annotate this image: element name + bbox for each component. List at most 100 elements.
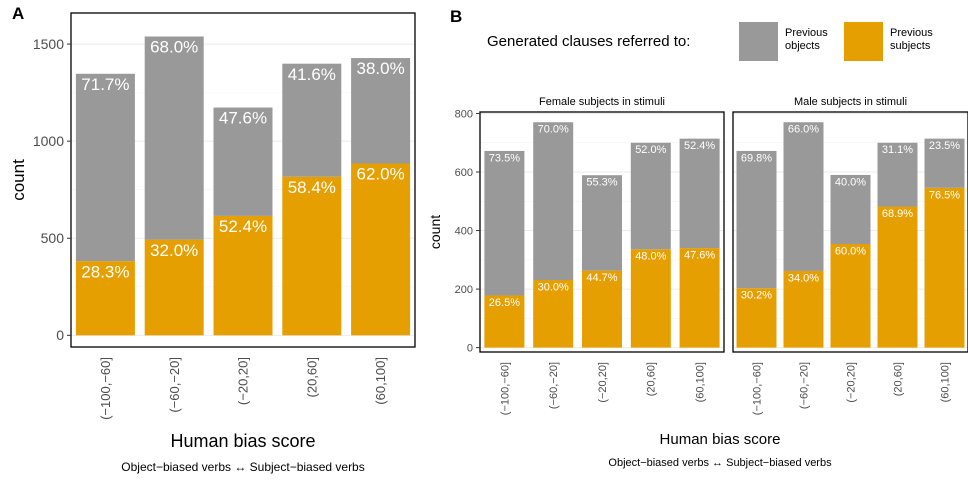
panel-a-data-label-objects: 38.0% bbox=[356, 59, 404, 78]
panel-a-bar-objects bbox=[282, 63, 342, 177]
panel-b-facet-male-bar-subjects bbox=[924, 187, 965, 348]
panel-b-facet-female-data-label-objects: 70.0% bbox=[538, 124, 569, 136]
panel-a-bar-subjects bbox=[75, 261, 135, 336]
panel-b-facet-female-bar-objects bbox=[484, 150, 525, 296]
panel-b-facet-female-title: Female subjects in stimuli bbox=[539, 96, 665, 108]
panel-a-data-label-subjects: 58.4% bbox=[288, 178, 336, 197]
panel-b-facet-female-bar-subjects bbox=[582, 270, 622, 348]
panel-a-data-label-subjects: 52.4% bbox=[219, 217, 267, 236]
panel-b-xlabel: Human bias score bbox=[660, 431, 781, 448]
panel-a-category-label: (60,100] bbox=[373, 357, 388, 405]
panel-b-facet-female-category-label: (−20,20] bbox=[597, 362, 609, 403]
panel-b-facet-female-data-label-objects: 55.3% bbox=[586, 177, 617, 189]
panel-a-data-label-objects: 71.7% bbox=[81, 75, 129, 94]
panel-b-facet-male-data-label-objects: 66.0% bbox=[788, 124, 819, 136]
panel-b-facet-male-category-label: (−100,−60] bbox=[751, 362, 763, 415]
panel-a-data-label-objects: 68.0% bbox=[150, 38, 198, 57]
panel-a-border bbox=[70, 12, 416, 348]
panel-b-facet-female-data-label-subjects: 44.7% bbox=[586, 272, 617, 284]
legend-swatch-subjects bbox=[844, 22, 883, 61]
panel-a-data-label-objects: 41.6% bbox=[288, 65, 336, 84]
panel-b-facet-male-border bbox=[732, 111, 968, 353]
panel-a-bar-subjects bbox=[213, 215, 273, 336]
panel-b-facet-male-data-label-objects: 31.1% bbox=[882, 144, 913, 156]
panel-b-facet-male-data-label-subjects: 76.5% bbox=[929, 189, 960, 201]
panel-b-facet-male-bar-subjects bbox=[736, 288, 777, 348]
panel-b-facet-male-title: Male subjects in stimuli bbox=[794, 96, 907, 108]
panel-b-facet-female-data-label-subjects: 48.0% bbox=[635, 251, 666, 263]
panel-b-xsublabel: Object−biased verbs ↔ Subject−biased ver… bbox=[608, 457, 832, 469]
panel-a-category-label: (−100,−60] bbox=[98, 357, 113, 420]
legend-label: Previous bbox=[785, 27, 828, 39]
panel-a-bar-subjects bbox=[282, 176, 342, 336]
panel-b-facet-female-category-label: (−60,−20] bbox=[548, 362, 560, 409]
panel-b-facet-female-border bbox=[479, 111, 725, 353]
panel-b-facet-female-data-label-objects: 73.5% bbox=[489, 152, 520, 164]
panel-a-xlabel: Human bias score bbox=[170, 431, 315, 451]
panel-a-ytick-label: 500 bbox=[41, 230, 65, 246]
panel-b-facet-male-category-label: (60,100] bbox=[939, 362, 951, 402]
panel-b-facet-male-bar-objects bbox=[924, 138, 965, 188]
panel-b-facet-male-bar-objects bbox=[783, 122, 824, 271]
panel-b-facet-female-ytick-label: 400 bbox=[455, 225, 473, 237]
panel-b-facet-female-category-label: (−100,−60] bbox=[499, 362, 511, 415]
panel-b-facet-male-data-label-subjects: 30.2% bbox=[741, 290, 772, 302]
panel-a-data-label-subjects: 62.0% bbox=[356, 165, 404, 184]
panel-b-facet-female-bar-subjects bbox=[630, 249, 671, 348]
panel-a-data-label-subjects: 32.0% bbox=[150, 241, 198, 260]
panel-b-facet-female-data-label-subjects: 47.6% bbox=[684, 250, 715, 262]
panel-b-facet-female-bar-objects bbox=[582, 175, 622, 271]
panel-b-label: B bbox=[450, 7, 462, 26]
panel-a-ytick-label: 0 bbox=[56, 327, 64, 343]
panel-b-facet-male-bar-objects bbox=[830, 174, 871, 244]
panel-b-facet-female-data-label-objects: 52.4% bbox=[684, 140, 715, 152]
panel-a-bar-subjects bbox=[351, 163, 411, 336]
panel-a-ytick-label: 1000 bbox=[33, 133, 64, 149]
panel-b-facet-male-data-label-objects: 23.5% bbox=[929, 140, 960, 152]
panel-b-facet-female-data-label-subjects: 30.0% bbox=[538, 281, 569, 293]
panel-b-facet-female-data-label-objects: 52.0% bbox=[635, 144, 666, 156]
panel-b-facet-female-data-label-subjects: 26.5% bbox=[489, 297, 520, 309]
legend-label: subjects bbox=[890, 40, 931, 52]
panel-a-bar-objects bbox=[75, 73, 135, 262]
legend-swatch-objects bbox=[739, 22, 778, 61]
legend-label: objects bbox=[785, 40, 820, 52]
panel-a-bar-objects bbox=[351, 58, 411, 164]
panel-b-facet-male-data-label-subjects: 68.9% bbox=[882, 208, 913, 220]
panel-b-facet-male-data-label-subjects: 60.0% bbox=[835, 245, 866, 257]
panel-b-facet-female-category-label: (60,100] bbox=[694, 362, 706, 402]
panel-b-facet-male-bar-subjects bbox=[877, 206, 918, 348]
panel-b-facet-female-bar-objects bbox=[679, 138, 720, 249]
panel-b-facet-female-bar-subjects bbox=[484, 295, 525, 348]
panel-b-facet-male-data-label-objects: 69.8% bbox=[741, 152, 772, 164]
panel-b-facet-female-bar-subjects bbox=[679, 248, 720, 348]
panel-b-facet-male-category-label: (20,60] bbox=[892, 362, 904, 396]
panel-a-ylabel: count bbox=[9, 159, 28, 201]
legend-title: Generated clauses referred to: bbox=[487, 33, 690, 50]
panel-b-facet-male-bar-subjects bbox=[783, 270, 824, 348]
panel-b-facet-female-bar-objects bbox=[630, 142, 671, 250]
panel-b-facet-male-bar-objects bbox=[877, 142, 918, 207]
panel-a-data-label-subjects: 28.3% bbox=[81, 262, 129, 281]
panel-b-facet-female-ytick-label: 600 bbox=[455, 167, 473, 179]
panel-b-facet-male-bar-objects bbox=[736, 150, 777, 289]
panel-b-facet-female-ytick-label: 200 bbox=[455, 284, 473, 296]
legend-label: Previous bbox=[890, 27, 933, 39]
panel-a-label: A bbox=[12, 4, 24, 23]
panel-a-category-label: (−60,−20] bbox=[167, 357, 182, 413]
panel-b-facet-male-data-label-objects: 40.0% bbox=[835, 176, 866, 188]
panel-a-data-label-objects: 47.6% bbox=[219, 109, 267, 128]
panel-b-facet-male-bar-subjects bbox=[830, 244, 871, 348]
panel-a-bar-objects bbox=[144, 36, 204, 240]
panel-b-facet-female-bar-subjects bbox=[533, 280, 574, 348]
panel-b-facet-male-category-label: (−20,20] bbox=[845, 362, 857, 403]
panel-b-facet-female-bar-objects bbox=[533, 122, 574, 281]
panel-b-ylabel: count bbox=[427, 215, 443, 249]
panel-b-facet-male-data-label-subjects: 34.0% bbox=[788, 272, 819, 284]
panel-b-facet-female-category-label: (20,60] bbox=[646, 362, 658, 396]
panel-b-facet-male-category-label: (−60,−20] bbox=[798, 362, 810, 409]
panel-a-ytick-label: 1500 bbox=[33, 36, 64, 52]
panel-b-facet-female-ytick-label: 800 bbox=[455, 108, 473, 120]
panel-a-category-label: (20,60] bbox=[304, 357, 319, 397]
